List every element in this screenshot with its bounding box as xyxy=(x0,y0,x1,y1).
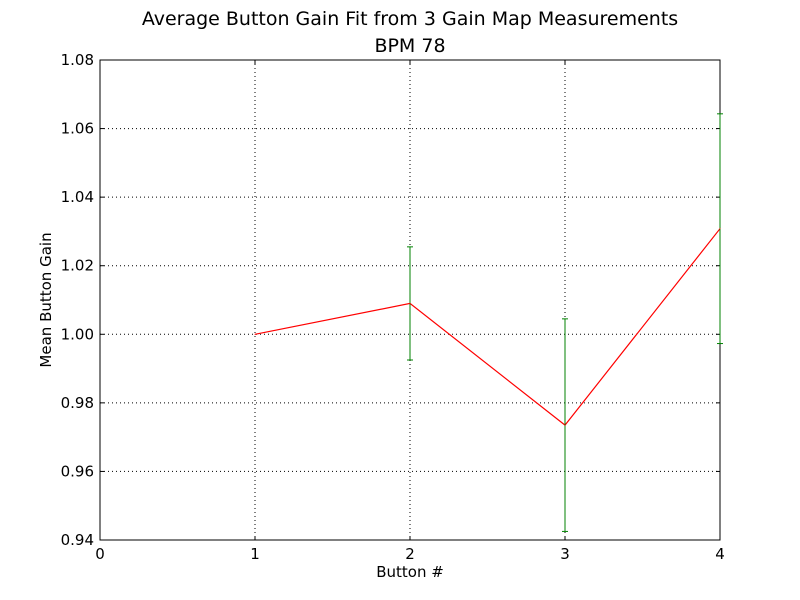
x-tick-label: 2 xyxy=(405,545,415,563)
y-tick-label: 1.04 xyxy=(61,188,94,206)
series-layer xyxy=(254,113,723,532)
x-tick-label: 3 xyxy=(560,545,570,563)
x-tick-label: 4 xyxy=(715,545,725,563)
y-tick-label: 1.02 xyxy=(61,257,94,275)
chart-subtitle: BPM 78 xyxy=(374,35,446,57)
x-axis-label: Button # xyxy=(376,563,444,581)
ticks-layer: 0 1 2 3 4 0.94 0.96 0.98 1.00 1.02 1.04 1.06 1.08 xyxy=(61,51,725,563)
data-point xyxy=(564,424,566,426)
series-line xyxy=(254,228,721,426)
y-tick-label: 0.96 xyxy=(61,462,94,480)
data-point xyxy=(719,228,721,230)
y-tick-label: 1.06 xyxy=(61,120,94,138)
data-point xyxy=(409,302,411,304)
y-axis-label: Mean Button Gain xyxy=(37,232,55,367)
y-tick-label: 1.08 xyxy=(61,51,94,69)
y-tick-label: 1.00 xyxy=(61,325,94,343)
chart-title: Average Button Gain Fit from 3 Gain Map … xyxy=(141,8,679,30)
x-tick-label: 0 xyxy=(95,545,105,563)
data-point xyxy=(254,333,256,335)
x-tick-label: 1 xyxy=(250,545,260,563)
y-tick-label: 0.98 xyxy=(61,394,94,412)
y-tick-label: 0.94 xyxy=(61,531,94,549)
